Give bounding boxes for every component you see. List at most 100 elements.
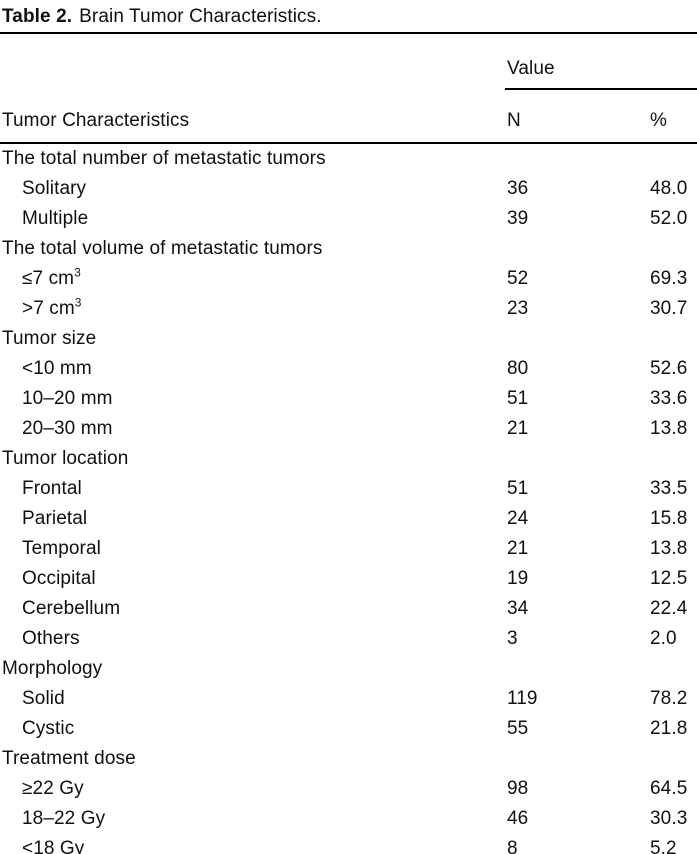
section-header-label: Tumor location [2,448,129,469]
characteristic-cell: Multiple [0,204,505,234]
characteristic-label: Temporal [22,538,101,559]
percent-value-cell: 13.8 [650,418,688,439]
table-row: ≤7 cm3 52 69.3 [0,264,697,294]
table-row: Solitary 36 48.0 [0,174,697,204]
percent-value-cell: 33.6 [650,388,688,409]
characteristic-label: ≥22 Gy [22,778,84,799]
characteristic-label: >7 cm [22,298,75,319]
section-header-row: The total number of metastatic tumors [0,143,697,174]
table-body: The total number of metastatic tumors Sol… [0,143,697,854]
characteristic-cell: Cerebellum [0,594,505,624]
n-value-cell: 55 [507,718,529,739]
n-value-cell: 39 [507,208,529,229]
percent-value-cell: 52.6 [650,358,688,379]
characteristic-label: ≤7 cm [22,268,75,289]
table-header: Tumor Characteristics Value N % [0,33,697,144]
section-header-row: Tumor size [0,324,697,354]
characteristic-cell: Others [0,624,505,654]
section-header-row: The total volume of metastatic tumors [0,234,697,264]
table-row: Temporal 21 13.8 [0,534,697,564]
characteristic-cell: Occipital [0,564,505,594]
n-value-cell: 52 [507,268,529,289]
section-header-label: Morphology [2,658,103,679]
table-row: 18–22 Gy 46 30.3 [0,804,697,834]
table-row: 20–30 mm 21 13.8 [0,414,697,444]
characteristic-label: Frontal [22,478,82,499]
percent-value-cell: 22.4 [650,598,688,619]
section-header-row: Tumor location [0,444,697,474]
n-value-cell: 3 [507,628,518,649]
characteristic-label: 10–20 mm [22,388,113,409]
percent-value-cell: 30.7 [650,298,688,319]
table-row: Occipital 19 12.5 [0,564,697,594]
characteristic-cell: Solid [0,684,505,714]
percent-value-cell: 13.8 [650,538,688,559]
characteristic-label: 20–30 mm [22,418,113,439]
percent-value-cell: 2.0 [650,628,677,649]
superscript: 3 [74,295,82,310]
characteristic-cell: >7 cm3 [0,294,505,324]
table-row: Cerebellum 34 22.4 [0,594,697,624]
percent-value-cell: 12.5 [650,568,688,589]
table-row: <10 mm 80 52.6 [0,354,697,384]
n-value-cell: 21 [507,538,529,559]
characteristic-cell: Solitary [0,174,505,204]
characteristic-cell: 10–20 mm [0,384,505,414]
section-header-row: Treatment dose [0,744,697,774]
percent-value-cell: 64.5 [650,778,688,799]
n-value-cell: 119 [507,688,538,709]
characteristic-cell: ≥22 Gy [0,774,505,804]
value-subheader-row: N % [0,89,697,144]
column-group-header-value: Value [505,33,697,90]
characteristic-cell: Cystic [0,714,505,744]
characteristic-label: Others [22,628,80,649]
characteristic-cell: Parietal [0,504,505,534]
superscript: 3 [74,265,81,280]
table-row: 10–20 mm 51 33.6 [0,384,697,414]
section-header-label: Treatment dose [2,748,136,769]
section-header-row: Morphology [0,654,697,684]
characteristic-label: Parietal [22,508,88,529]
characteristic-label: Solitary [22,178,87,199]
section-header-label: Tumor size [2,328,97,349]
characteristic-label: Multiple [22,208,89,229]
n-value-cell: 23 [507,298,529,319]
table-row: <18 Gy 8 5.2 [0,834,697,854]
characteristic-label: 18–22 Gy [22,808,106,829]
percent-value-cell: 33.5 [650,478,688,499]
table-row: Parietal 24 15.8 [0,504,697,534]
characteristic-label: <10 mm [22,358,92,379]
n-value-cell: 34 [507,598,529,619]
column-header-characteristics: Tumor Characteristics [0,33,505,144]
n-value-cell: 51 [507,478,529,499]
percent-value-cell: 48.0 [650,178,688,199]
table-row: >7 cm3 23 30.7 [0,294,697,324]
table-row: Frontal 51 33.5 [0,474,697,504]
characteristic-label: Cystic [22,718,75,739]
percent-value-cell: 30.3 [650,808,688,829]
value-group-header-row: Tumor Characteristics Value [0,33,697,144]
n-value-cell: 51 [507,388,529,409]
column-header-n: N [505,89,648,144]
characteristic-label: <18 Gy [22,838,85,854]
characteristic-cell: <10 mm [0,354,505,384]
table-row: Others 3 2.0 [0,624,697,654]
percent-value-cell: 5.2 [650,838,677,854]
tumor-characteristics-table: Tumor Characteristics Value N % The tota… [0,32,697,854]
n-value-cell: 98 [507,778,529,799]
n-value-cell: 46 [507,808,529,829]
section-header-label: The total number of metastatic tumors [2,148,326,169]
table-row: Solid 119 78.2 [0,684,697,714]
n-value-cell: 24 [507,508,529,529]
table-number: Table 2. [2,6,73,27]
percent-value-cell: 69.3 [650,268,688,289]
characteristic-cell: <18 Gy [0,834,505,854]
characteristic-cell: 18–22 Gy [0,804,505,834]
characteristic-cell: ≤7 cm3 [0,264,505,294]
percent-value-cell: 52.0 [650,208,688,229]
column-header-percent: % [648,89,697,144]
table-row: ≥22 Gy 98 64.5 [0,774,697,804]
section-header-label: The total volume of metastatic tumors [2,238,323,259]
characteristic-cell: 20–30 mm [0,414,505,444]
